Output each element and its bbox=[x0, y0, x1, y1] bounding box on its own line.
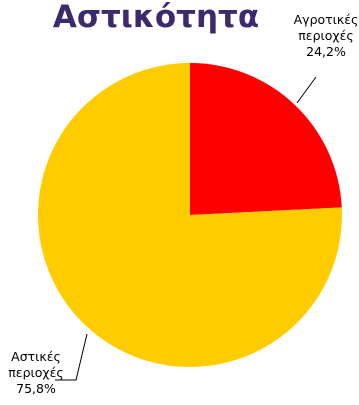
slice-name-label: περιοχές bbox=[298, 28, 353, 43]
leader-line-1 bbox=[55, 333, 88, 381]
slice-name-label: Αγροτικές bbox=[294, 12, 359, 27]
slice-name-label: Αστικές bbox=[11, 349, 61, 364]
slice-value-label: 75,8% bbox=[16, 381, 56, 396]
pie-slices bbox=[38, 63, 343, 367]
slice-label-1: Αστικές περιοχές 75,8% bbox=[8, 349, 63, 396]
pie-slice-0 bbox=[190, 63, 342, 215]
slice-value-label: 24,2% bbox=[306, 44, 346, 59]
chart-title: Αστικότητα bbox=[53, 0, 259, 35]
leader-line-0 bbox=[296, 76, 317, 104]
slice-name-label: περιοχές bbox=[8, 365, 63, 380]
leader-lines bbox=[55, 76, 317, 381]
slice-label-0: Αγροτικές περιοχές 24,2% bbox=[294, 12, 359, 59]
slice-labels: Αγροτικές περιοχές 24,2%Αστικές περιοχές 75,… bbox=[8, 12, 358, 396]
pie-slice-1 bbox=[38, 63, 343, 367]
